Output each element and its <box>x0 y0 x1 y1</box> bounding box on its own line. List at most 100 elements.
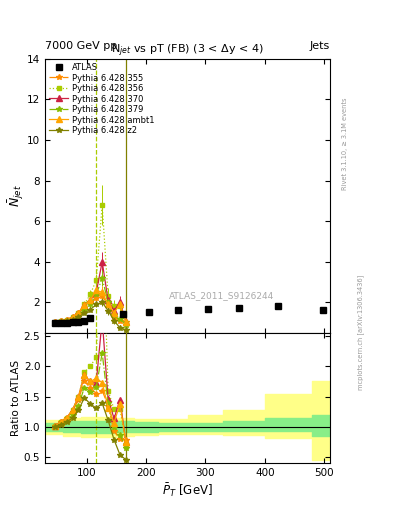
Pythia 6.428 z2 <box>64 318 69 324</box>
Pythia 6.428 z2 <box>112 317 116 324</box>
Pythia 6.428 356 <box>82 302 87 308</box>
Pythia 6.428 356 <box>94 277 99 283</box>
Pythia 6.428 356 <box>118 304 122 310</box>
Pythia 6.428 ambt1 <box>70 314 75 320</box>
Pythia 6.428 ambt1 <box>112 310 116 316</box>
ATLAS <box>58 319 63 326</box>
Pythia 6.428 370 <box>76 310 81 316</box>
Y-axis label: Ratio to ATLAS: Ratio to ATLAS <box>11 360 21 436</box>
Line: Pythia 6.428 356: Pythia 6.428 356 <box>52 203 129 325</box>
Pythia 6.428 356 <box>64 316 69 323</box>
Pythia 6.428 379 <box>112 311 116 317</box>
Title: N$_{jet}$ vs pT (FB) (3 < $\Delta$y < 4): N$_{jet}$ vs pT (FB) (3 < $\Delta$y < 4) <box>111 42 264 59</box>
ATLAS <box>237 305 242 311</box>
Pythia 6.428 z2 <box>118 325 122 331</box>
Pythia 6.428 z2 <box>52 319 57 326</box>
X-axis label: $\bar{P}_T$ [GeV]: $\bar{P}_T$ [GeV] <box>162 481 213 499</box>
Pythia 6.428 370 <box>70 314 75 320</box>
Pythia 6.428 379 <box>76 312 81 318</box>
Pythia 6.428 356 <box>112 304 116 310</box>
Pythia 6.428 z2 <box>70 316 75 323</box>
Pythia 6.428 370 <box>52 319 57 326</box>
Pythia 6.428 355 <box>52 319 57 326</box>
Pythia 6.428 379 <box>94 291 99 297</box>
Pythia 6.428 z2 <box>123 327 128 333</box>
Pythia 6.428 355 <box>106 302 110 308</box>
ATLAS <box>206 306 211 312</box>
Pythia 6.428 ambt1 <box>64 316 69 323</box>
Pythia 6.428 370 <box>88 297 93 304</box>
Line: Pythia 6.428 370: Pythia 6.428 370 <box>52 259 129 325</box>
Pythia 6.428 z2 <box>58 319 63 325</box>
Pythia 6.428 356 <box>123 319 128 326</box>
Pythia 6.428 ambt1 <box>76 310 81 316</box>
Text: mcplots.cern.ch [arXiv:1306.3436]: mcplots.cern.ch [arXiv:1306.3436] <box>358 275 364 391</box>
Pythia 6.428 379 <box>118 315 122 322</box>
Pythia 6.428 370 <box>82 303 87 309</box>
Pythia 6.428 355 <box>94 295 99 302</box>
Pythia 6.428 355 <box>70 314 75 321</box>
Pythia 6.428 z2 <box>82 310 87 316</box>
Text: Jets: Jets <box>310 41 330 51</box>
Pythia 6.428 379 <box>100 275 105 281</box>
Pythia 6.428 355 <box>64 316 69 323</box>
ATLAS <box>76 318 81 325</box>
Pythia 6.428 379 <box>52 319 57 326</box>
Pythia 6.428 355 <box>58 318 63 324</box>
Pythia 6.428 356 <box>52 319 57 326</box>
Text: 7000 GeV pp: 7000 GeV pp <box>45 41 118 51</box>
Pythia 6.428 356 <box>70 314 75 320</box>
Line: Pythia 6.428 355: Pythia 6.428 355 <box>52 293 129 325</box>
Pythia 6.428 379 <box>58 318 63 325</box>
Pythia 6.428 ambt1 <box>88 297 93 304</box>
Pythia 6.428 370 <box>106 297 110 304</box>
Pythia 6.428 379 <box>70 315 75 322</box>
Pythia 6.428 370 <box>100 259 105 265</box>
Pythia 6.428 356 <box>58 318 63 324</box>
Pythia 6.428 355 <box>112 313 116 319</box>
Pythia 6.428 356 <box>100 202 105 208</box>
Pythia 6.428 ambt1 <box>58 318 63 324</box>
ATLAS <box>121 311 125 317</box>
ATLAS <box>88 314 93 321</box>
Pythia 6.428 356 <box>106 293 110 300</box>
ATLAS <box>64 319 69 326</box>
Pythia 6.428 379 <box>88 302 93 308</box>
Pythia 6.428 z2 <box>94 302 99 308</box>
Pythia 6.428 ambt1 <box>100 289 105 295</box>
Pythia 6.428 379 <box>82 307 87 313</box>
Line: Pythia 6.428 ambt1: Pythia 6.428 ambt1 <box>52 287 129 325</box>
Pythia 6.428 z2 <box>106 308 110 314</box>
Pythia 6.428 370 <box>118 300 122 306</box>
Pythia 6.428 ambt1 <box>106 302 110 308</box>
Pythia 6.428 355 <box>88 300 93 306</box>
Pythia 6.428 355 <box>76 311 81 317</box>
ATLAS <box>70 319 75 326</box>
Pythia 6.428 355 <box>82 305 87 311</box>
ATLAS <box>52 319 57 326</box>
Pythia 6.428 370 <box>94 289 99 295</box>
ATLAS <box>147 309 151 315</box>
Pythia 6.428 ambt1 <box>123 318 128 325</box>
Pythia 6.428 z2 <box>88 307 93 313</box>
Pythia 6.428 356 <box>76 310 81 316</box>
Line: Pythia 6.428 379: Pythia 6.428 379 <box>52 275 129 328</box>
Pythia 6.428 370 <box>58 318 63 324</box>
Pythia 6.428 370 <box>64 316 69 323</box>
Pythia 6.428 ambt1 <box>82 303 87 309</box>
Pythia 6.428 370 <box>112 308 116 314</box>
Pythia 6.428 z2 <box>76 314 81 320</box>
Pythia 6.428 370 <box>123 318 128 325</box>
Legend: ATLAS, Pythia 6.428 355, Pythia 6.428 356, Pythia 6.428 370, Pythia 6.428 379, P: ATLAS, Pythia 6.428 355, Pythia 6.428 35… <box>48 61 156 137</box>
Line: ATLAS: ATLAS <box>51 304 326 326</box>
Pythia 6.428 355 <box>123 318 128 325</box>
Pythia 6.428 379 <box>106 300 110 306</box>
Pythia 6.428 ambt1 <box>52 319 57 326</box>
ATLAS <box>82 317 87 324</box>
Y-axis label: $\bar{N}_{jet}$: $\bar{N}_{jet}$ <box>6 184 26 207</box>
ATLAS <box>175 307 180 313</box>
Pythia 6.428 z2 <box>100 300 105 306</box>
Pythia 6.428 355 <box>100 293 105 300</box>
Pythia 6.428 355 <box>118 317 122 324</box>
Text: ATLAS_2011_S9126244: ATLAS_2011_S9126244 <box>169 291 274 300</box>
